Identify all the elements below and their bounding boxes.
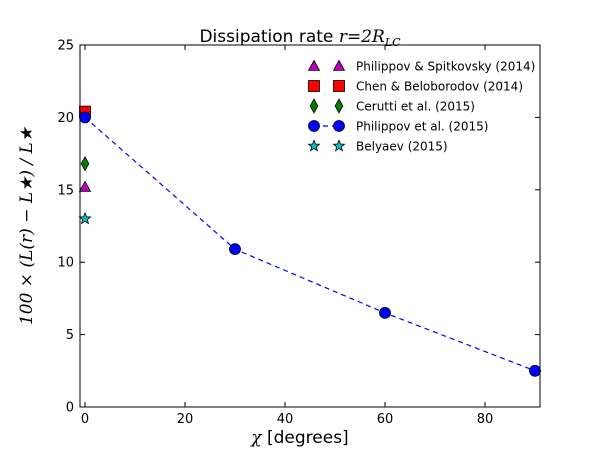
y-tick-label: 20 xyxy=(57,111,74,126)
legend-entry: Philippov et al. (2015) xyxy=(308,120,488,134)
svg-text:χ [degrees]: χ [degrees] xyxy=(250,428,348,448)
x-axis-label: χ [degrees] xyxy=(250,428,348,448)
legend-entry: Belyaev (2015) xyxy=(307,139,448,154)
x-tick-label: 0 xyxy=(81,412,89,427)
legend-marker xyxy=(309,98,319,114)
y-tick-label: 0 xyxy=(66,401,74,416)
legend-label: Cerutti et al. (2015) xyxy=(356,100,475,114)
legend-marker xyxy=(334,98,344,114)
y-tick-label: 5 xyxy=(66,328,74,343)
legend-entry: Philippov & Spitkovsky (2014) xyxy=(307,59,535,74)
data-point-circle xyxy=(529,364,541,377)
legend-label: Philippov et al. (2015) xyxy=(356,120,488,134)
legend-label: Philippov & Spitkovsky (2014) xyxy=(356,60,535,74)
data-point-triangle xyxy=(78,180,92,192)
title-math-sub: LC xyxy=(384,36,401,49)
title-math: r=2R xyxy=(339,27,385,47)
plot-frame xyxy=(79,44,541,408)
x-tick-label: 20 xyxy=(177,412,194,427)
legend: Philippov & Spitkovsky (2014) Chen & Belo… xyxy=(307,59,535,154)
series-lines xyxy=(84,116,536,372)
y-tick-label: 15 xyxy=(57,183,74,198)
x-axis-label-text: [degrees] xyxy=(262,428,349,448)
legend-marker xyxy=(307,59,321,71)
y-axis-label: 100 × (L(r) − L★) / L★ xyxy=(17,125,37,325)
data-markers xyxy=(78,105,541,377)
y-tick-label: 10 xyxy=(57,256,74,271)
data-point-circle xyxy=(79,111,91,124)
legend-entry: Cerutti et al. (2015) xyxy=(309,98,475,114)
legend-marker xyxy=(308,80,320,92)
x-tick-label: 80 xyxy=(477,412,494,427)
legend-marker xyxy=(333,80,345,92)
y-tick-label: 25 xyxy=(57,39,74,54)
x-tick-label: 60 xyxy=(377,412,394,427)
chart-title: Dissipation rate r=2RLC xyxy=(199,27,401,49)
legend-marker xyxy=(332,59,346,71)
legend-marker xyxy=(332,139,346,152)
data-point-circle xyxy=(379,306,391,319)
x-tick-label: 40 xyxy=(277,412,294,427)
legend-marker xyxy=(307,139,321,152)
legend-entry: Chen & Beloborodov (2014) xyxy=(308,80,523,94)
data-point-diamond xyxy=(80,156,90,172)
svg-text:100 × (L(r) − L★) / L★: 100 × (L(r) − L★) / L★ xyxy=(17,125,37,325)
title-text: Dissipation rate xyxy=(199,27,338,47)
legend-label: Belyaev (2015) xyxy=(356,140,448,154)
legend-marker xyxy=(308,120,320,132)
data-point-star xyxy=(78,211,92,225)
legend-marker xyxy=(333,120,345,132)
x-axis-label-math: χ xyxy=(250,428,263,448)
legend-label: Chen & Beloborodov (2014) xyxy=(356,80,523,94)
series-line xyxy=(84,116,536,372)
data-point-circle xyxy=(229,243,241,256)
svg-text:Dissipation rate r=2RLC: Dissipation rate r=2RLC xyxy=(199,27,401,49)
